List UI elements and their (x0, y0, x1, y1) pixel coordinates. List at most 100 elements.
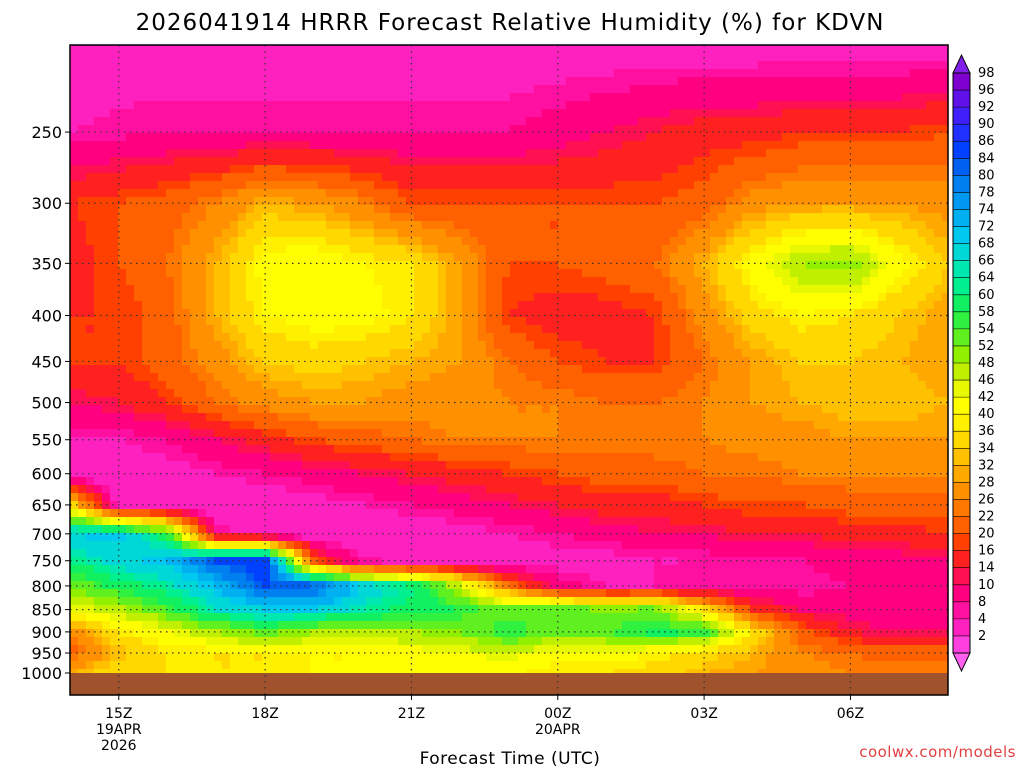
heat-cell (838, 213, 847, 222)
heat-cell (574, 213, 583, 222)
heat-cell (686, 309, 695, 318)
heat-cell (526, 389, 535, 398)
heat-cell (262, 341, 271, 350)
heat-cell (822, 229, 831, 238)
heat-cell (214, 69, 223, 78)
heat-cell (830, 181, 839, 190)
heat-cell (758, 189, 767, 198)
heat-cell (382, 389, 391, 398)
heat-cell (806, 53, 815, 62)
heat-cell (534, 117, 543, 126)
heat-cell (558, 285, 567, 294)
heat-cell (630, 381, 639, 390)
heat-cell (654, 117, 663, 126)
heat-cell (654, 85, 663, 94)
heat-cell (206, 61, 215, 70)
heat-cell (774, 157, 783, 166)
heat-cell (806, 373, 815, 382)
heat-cell (878, 133, 887, 142)
heat-cell (470, 253, 479, 262)
heat-cell (158, 205, 167, 214)
heat-cell (198, 53, 207, 62)
heat-cell (286, 141, 295, 150)
heat-cell (846, 69, 855, 78)
heat-cell (606, 61, 615, 70)
heat-cell (358, 53, 367, 62)
heat-cell (654, 133, 663, 142)
heat-cell (446, 253, 455, 262)
heat-cell (310, 189, 319, 198)
heat-cell (470, 261, 479, 270)
heat-cell (174, 317, 183, 326)
heat-cell (550, 309, 559, 318)
heat-cell (758, 61, 767, 70)
heat-cell (238, 181, 247, 190)
heat-cell (414, 125, 423, 134)
heat-cell (134, 157, 143, 166)
heat-cell (342, 133, 351, 142)
heat-cell (302, 117, 311, 126)
heat-cell (942, 277, 949, 286)
heat-cell (750, 45, 759, 54)
heat-cell (742, 133, 751, 142)
heat-cell (750, 301, 759, 310)
heat-cell (630, 397, 639, 406)
heat-cell (918, 93, 927, 102)
heat-cell (558, 333, 567, 342)
heat-cell (462, 125, 471, 134)
heat-cell (566, 269, 575, 278)
heat-cell (614, 349, 623, 358)
heat-cell (134, 237, 143, 246)
heat-cell (150, 221, 159, 230)
heat-cell (862, 229, 871, 238)
heat-cell (182, 197, 191, 206)
heat-cell (638, 277, 647, 286)
heat-cell (782, 197, 791, 206)
heat-cell (270, 285, 279, 294)
heat-cell (174, 69, 183, 78)
heat-cell (398, 341, 407, 350)
heat-cell (830, 221, 839, 230)
heat-cell (614, 101, 623, 110)
heat-cell (518, 189, 527, 198)
heat-cell (334, 69, 343, 78)
heat-cell (158, 245, 167, 254)
heat-cell (342, 245, 351, 254)
heat-cell (654, 293, 663, 302)
heat-cell (694, 149, 703, 158)
heat-cell (486, 69, 495, 78)
heat-cell (406, 77, 415, 86)
heat-cell (886, 333, 895, 342)
heat-cell (854, 309, 863, 318)
heat-cell (534, 309, 543, 318)
heat-cell (814, 93, 823, 102)
heat-cell (494, 45, 503, 54)
heat-cell (342, 157, 351, 166)
heat-cell (374, 389, 383, 398)
heat-cell (814, 165, 823, 174)
heat-cell (398, 45, 407, 54)
heat-cell (446, 109, 455, 118)
heat-cell (190, 349, 199, 358)
heat-cell (190, 149, 199, 158)
heat-cell (166, 109, 175, 118)
heat-cell (230, 101, 239, 110)
heat-cell (694, 109, 703, 118)
heat-cell (582, 181, 591, 190)
heat-cell (382, 405, 391, 414)
heat-cell (734, 341, 743, 350)
heat-cell (598, 141, 607, 150)
heat-cell (390, 181, 399, 190)
heat-cell (614, 389, 623, 398)
heat-cell (510, 397, 519, 406)
heat-cell (750, 133, 759, 142)
heat-cell (526, 277, 535, 286)
heat-cell (526, 109, 535, 118)
heat-cell (854, 181, 863, 190)
heat-cell (582, 349, 591, 358)
heat-cell (734, 149, 743, 158)
heat-cell (190, 325, 199, 334)
heat-cell (918, 397, 927, 406)
heat-cell (142, 389, 151, 398)
heat-cell (318, 245, 327, 254)
